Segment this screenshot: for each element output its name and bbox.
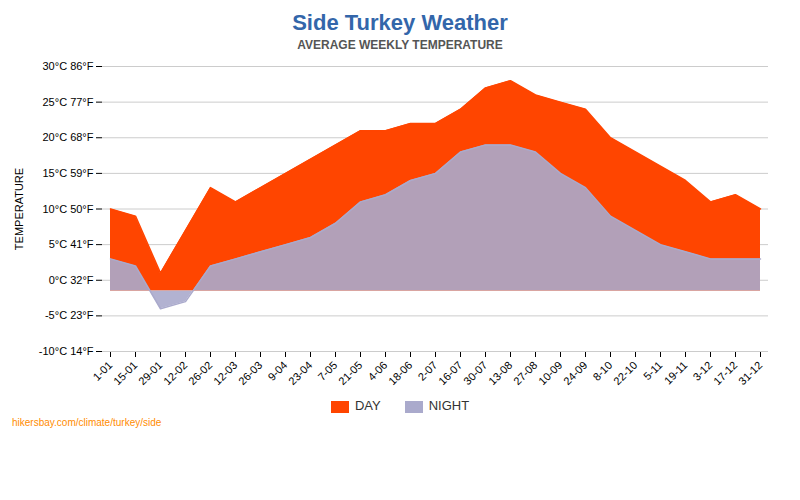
svg-text:15-01: 15-01 — [111, 359, 139, 387]
html-text:AVERAGE WEEKLY TEMPERATURE: AVERAGE WEEKLY TEMPERATURE — [297, 38, 503, 52]
svg-text:10-09: 10-09 — [536, 359, 564, 387]
svg-text:17-12: 17-12 — [711, 359, 739, 387]
svg-text:31-12: 31-12 — [736, 359, 764, 387]
svg-text:2-07: 2-07 — [415, 358, 440, 383]
svg-text:18-06: 18-06 — [386, 359, 414, 387]
html-text:DAY: DAY — [354, 398, 381, 413]
svg-text:13-08: 13-08 — [486, 359, 514, 387]
svg-text:7-05: 7-05 — [315, 358, 340, 383]
svg-text:12-03: 12-03 — [211, 359, 239, 387]
svg-text:19-11: 19-11 — [662, 359, 690, 387]
html-text:NIGHT: NIGHT — [428, 398, 470, 413]
svg-text:16-07: 16-07 — [436, 359, 464, 387]
svg-text:8-10: 8-10 — [590, 358, 615, 383]
svg-text:24-09: 24-09 — [561, 359, 589, 387]
svg-text:1-01: 1-01 — [90, 358, 115, 383]
svg-text:5°C 41°F: 5°C 41°F — [49, 238, 94, 250]
svg-text:9-04: 9-04 — [265, 358, 290, 383]
svg-text:26-02: 26-02 — [186, 359, 214, 387]
svg-text:12-02: 12-02 — [161, 359, 189, 387]
svg-text:29-01: 29-01 — [136, 359, 164, 387]
svg-text:30°C 86°F: 30°C 86°F — [43, 60, 94, 72]
svg-text:-10°C 14°F: -10°C 14°F — [39, 345, 94, 357]
svg-text:3-12: 3-12 — [690, 358, 715, 383]
svg-text:27-08: 27-08 — [511, 359, 539, 387]
svg-text:30-07: 30-07 — [461, 359, 489, 387]
svg-text:4-06: 4-06 — [365, 358, 390, 383]
svg-text:23-04: 23-04 — [286, 359, 314, 387]
svg-text:-5°C 23°F: -5°C 23°F — [45, 309, 94, 321]
svg-text:20°C 68°F: 20°C 68°F — [43, 131, 94, 143]
svg-text:22-10: 22-10 — [611, 359, 639, 387]
svg-text:5-11: 5-11 — [640, 358, 665, 383]
html-text:hikersbay.com/climate/turkey/s: hikersbay.com/climate/turkey/side — [12, 417, 162, 428]
svg-text:10°C 50°F: 10°C 50°F — [43, 203, 94, 215]
svg-text:25°C 77°F: 25°C 77°F — [43, 96, 94, 108]
svg-text:26-03: 26-03 — [236, 359, 264, 387]
html-text:Side Turkey Weather: Side Turkey Weather — [292, 10, 508, 35]
svg-text:0°C 32°F: 0°C 32°F — [49, 274, 94, 286]
svg-text:15°C 59°F: 15°C 59°F — [43, 167, 94, 179]
svg-text:21-05: 21-05 — [336, 359, 364, 387]
svg-text:TEMPERATURE: TEMPERATURE — [13, 168, 25, 250]
